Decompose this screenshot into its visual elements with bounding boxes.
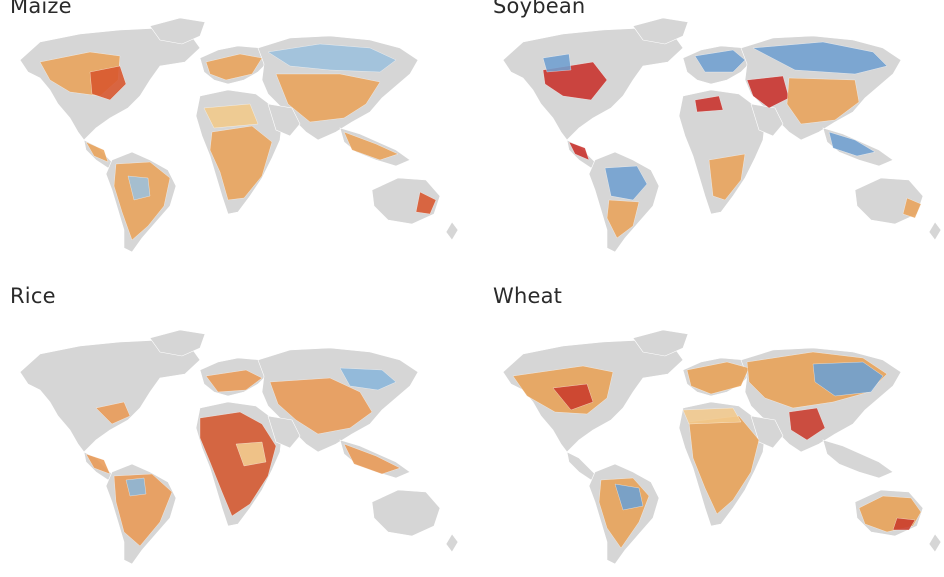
rice-region-se-asia-9 (343, 443, 401, 475)
rice-region-asia-6 (339, 367, 397, 391)
map-panel-soybean: Soybean (483, 0, 944, 265)
soybean-region-north-america-0 (542, 61, 608, 101)
maize-region-se-asia-10 (343, 131, 399, 161)
soybean-region-asia-7 (746, 75, 790, 109)
map-panel-wheat: Wheat (483, 284, 944, 565)
rice-region-africa-8 (235, 441, 267, 467)
map-panel-maize: Maize (0, 0, 472, 265)
maize-region-africa-9 (203, 103, 259, 129)
soybean-region-south-america-3 (604, 165, 648, 201)
rice-region-south-america-3 (125, 477, 147, 497)
rice-region-europe-4 (205, 369, 263, 393)
wheat-region-australia-11 (892, 517, 916, 531)
landmass-se-asia (822, 439, 894, 479)
maize-region-asia-6 (267, 43, 397, 73)
rice-region-africa-7 (199, 411, 277, 517)
wheat-region-africa-8 (688, 415, 760, 515)
wheat-region-south-america-3 (614, 483, 644, 511)
landmass-greenland (149, 17, 206, 45)
landmass-arabia (267, 415, 301, 449)
landmass-central-america (566, 451, 598, 481)
landmass-new-zealand (445, 533, 459, 553)
crop-overlay-soybean (542, 41, 922, 239)
soybean-region-asia-6 (752, 41, 888, 75)
maize-region-europe-5 (205, 53, 263, 81)
panel-title-soybean: Soybean (493, 0, 586, 18)
maize-region-asia-7 (275, 73, 381, 123)
wheat-region-north-america-1 (552, 383, 594, 411)
landmass-greenland (149, 329, 206, 357)
map-panel-rice: Rice (0, 284, 472, 565)
landmass-new-zealand (445, 221, 459, 241)
soybean-region-north-america-1 (542, 53, 572, 73)
soybean-region-central-america-2 (568, 141, 590, 161)
maize-region-south-america-4 (127, 175, 151, 201)
landmass-arabia (750, 103, 784, 137)
soybean-region-africa-9 (694, 95, 724, 113)
crop-overlay-rice (85, 367, 401, 547)
maize-region-central-america-2 (85, 141, 109, 163)
landmass-north-america (19, 339, 201, 453)
rice-region-north-america-0 (95, 401, 131, 425)
crop-overlay-wheat (512, 351, 922, 549)
soybean-region-asia-8 (786, 77, 860, 125)
soybean-region-europe-5 (694, 49, 746, 73)
landmass-new-zealand (928, 221, 942, 241)
soybean-region-south-america-4 (606, 199, 640, 239)
wheat-region-asia-6 (812, 361, 884, 397)
landmass-arabia (267, 103, 301, 137)
crop-overlay-maize (39, 43, 437, 241)
wheat-region-africa-9 (682, 407, 742, 425)
maize-region-australia-11 (415, 191, 437, 215)
world-map-rice (19, 329, 459, 565)
landmass-africa (678, 89, 766, 215)
panel-title-maize: Maize (10, 0, 72, 18)
landmass-greenland (632, 17, 689, 45)
soybean-region-africa-10 (708, 153, 746, 201)
maize-region-africa-8 (209, 125, 273, 201)
panel-title-wheat: Wheat (493, 284, 563, 308)
wheat-region-asia-7 (788, 407, 826, 441)
landmass-new-zealand (928, 533, 942, 553)
world-map-soybean (502, 17, 942, 253)
landmass-greenland (632, 329, 689, 357)
rice-region-central-america-1 (85, 453, 111, 475)
world-map-wheat (502, 329, 942, 565)
landmass-australia (371, 489, 441, 537)
maize-region-south-america-3 (113, 161, 171, 241)
soybean-region-se-asia-11 (828, 131, 876, 157)
soybean-region-australia-12 (902, 197, 922, 219)
wheat-region-europe-4 (686, 361, 750, 395)
rice-region-asia-5 (269, 377, 373, 435)
maize-region-north-america-1 (89, 65, 127, 101)
world-map-maize (19, 17, 459, 253)
panel-title-rice: Rice (10, 284, 56, 308)
